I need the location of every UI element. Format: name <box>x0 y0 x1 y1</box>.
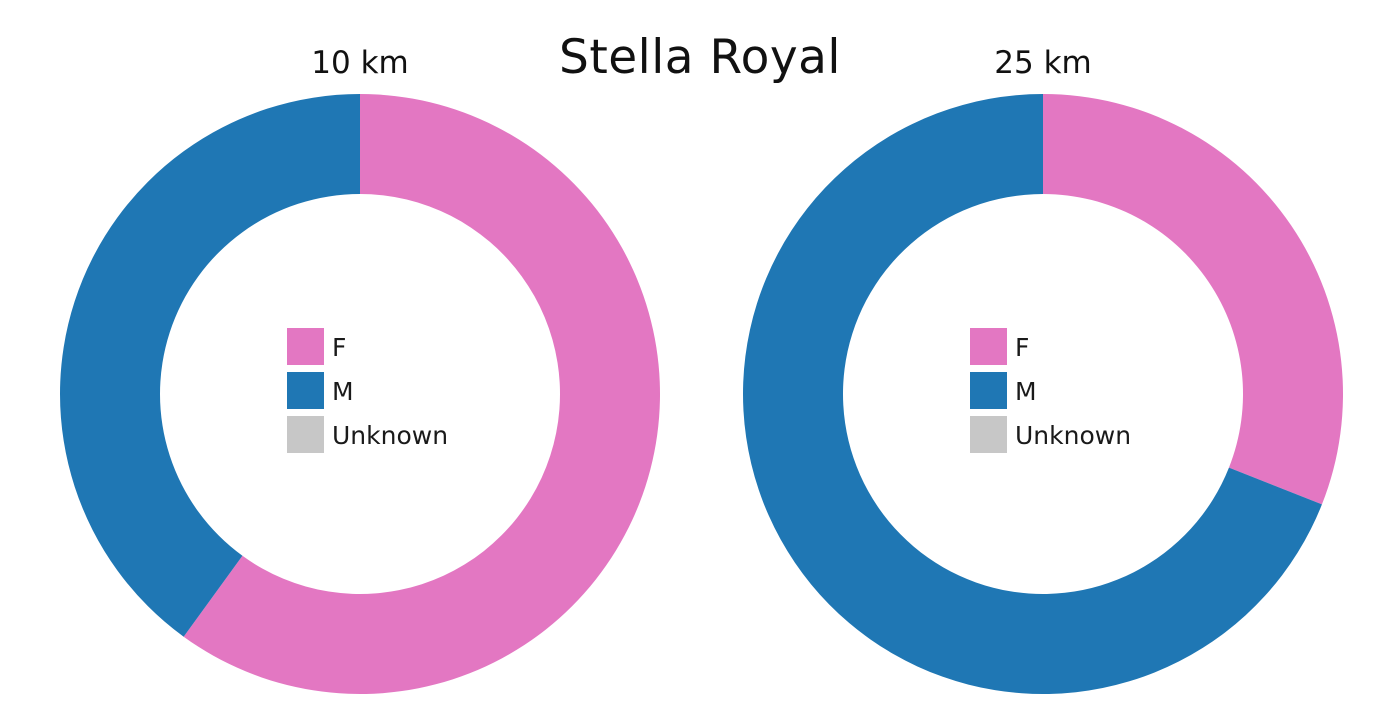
legend-label-f: F <box>332 333 346 362</box>
donut-0: FM Unknown <box>60 93 661 695</box>
slice-f <box>1043 94 1343 505</box>
legend-label-f: F <box>1015 333 1029 362</box>
slice-m <box>60 93 360 637</box>
legend-swatch-m <box>287 372 324 409</box>
legend-swatch-f <box>287 328 324 365</box>
chart-title: Stella Royal <box>558 30 841 85</box>
legend-swatch-f <box>970 328 1007 365</box>
donut-1: FM Unknown <box>743 94 1343 694</box>
slice-m <box>743 94 1322 694</box>
donut-subtitle-10km: 10 km <box>311 45 409 81</box>
slice-f <box>183 94 661 695</box>
legend-label-m: M <box>1015 377 1037 406</box>
legend-swatch-m <box>970 372 1007 409</box>
legend-label-m: M <box>332 377 354 406</box>
legend-swatch-unknown <box>287 416 324 453</box>
legend-swatch-unknown <box>970 416 1007 453</box>
legend-label-unknown: Unknown <box>1015 421 1131 450</box>
legend-label-unknown: Unknown <box>332 421 448 450</box>
donut-subtitle-25km: 25 km <box>994 45 1092 81</box>
